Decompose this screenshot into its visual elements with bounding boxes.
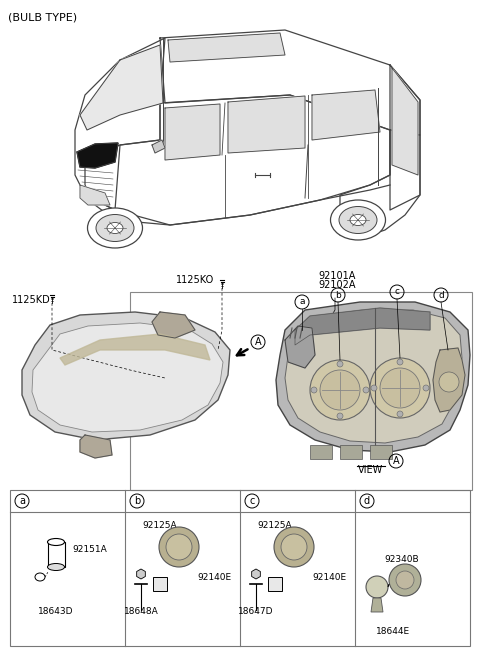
Polygon shape <box>48 542 65 567</box>
Bar <box>153 577 167 591</box>
Polygon shape <box>390 65 420 210</box>
Ellipse shape <box>339 207 377 234</box>
Text: b: b <box>335 291 341 300</box>
Circle shape <box>366 576 388 598</box>
Polygon shape <box>285 310 462 443</box>
Text: 18644E: 18644E <box>376 628 410 636</box>
Circle shape <box>310 360 370 420</box>
Polygon shape <box>165 104 220 160</box>
Text: c: c <box>249 496 255 506</box>
Polygon shape <box>77 143 118 168</box>
Text: 1125KD: 1125KD <box>12 295 51 305</box>
Text: VIEW: VIEW <box>358 465 383 475</box>
Polygon shape <box>433 348 465 412</box>
Text: b: b <box>134 496 140 506</box>
Text: 92102A: 92102A <box>318 280 356 290</box>
Polygon shape <box>312 90 380 140</box>
Polygon shape <box>168 33 285 62</box>
Polygon shape <box>276 302 470 452</box>
Bar <box>310 445 332 459</box>
Polygon shape <box>80 185 110 205</box>
Polygon shape <box>392 68 418 175</box>
Text: 92101A: 92101A <box>318 271 355 281</box>
Ellipse shape <box>331 200 385 240</box>
Ellipse shape <box>48 564 64 571</box>
Circle shape <box>389 564 421 596</box>
Polygon shape <box>75 38 165 210</box>
Circle shape <box>320 370 360 410</box>
Circle shape <box>423 385 429 391</box>
Polygon shape <box>60 334 210 365</box>
Polygon shape <box>137 569 145 579</box>
Text: 92125A: 92125A <box>143 520 177 529</box>
Ellipse shape <box>96 215 134 241</box>
Text: 92140E: 92140E <box>197 573 231 581</box>
Ellipse shape <box>48 539 64 546</box>
Polygon shape <box>85 95 390 225</box>
Bar <box>340 445 362 459</box>
Ellipse shape <box>35 573 45 581</box>
Circle shape <box>370 358 430 418</box>
Text: d: d <box>438 291 444 300</box>
Polygon shape <box>152 312 195 338</box>
Text: 92340B: 92340B <box>384 556 420 565</box>
Text: 1125KO: 1125KO <box>176 275 214 285</box>
Polygon shape <box>295 308 430 345</box>
Text: A: A <box>393 456 399 466</box>
Polygon shape <box>22 312 230 440</box>
Polygon shape <box>32 323 223 432</box>
Text: 92140E: 92140E <box>312 573 346 581</box>
Ellipse shape <box>87 208 143 248</box>
Polygon shape <box>80 45 163 130</box>
Text: (BULB TYPE): (BULB TYPE) <box>8 13 77 23</box>
Circle shape <box>439 372 459 392</box>
Polygon shape <box>152 140 165 153</box>
Circle shape <box>397 411 403 417</box>
Ellipse shape <box>350 215 366 226</box>
Polygon shape <box>228 96 305 153</box>
Bar <box>268 577 282 591</box>
Text: 18648A: 18648A <box>124 607 158 617</box>
Circle shape <box>159 527 199 567</box>
Text: 18647D: 18647D <box>238 607 274 617</box>
Polygon shape <box>252 569 260 579</box>
Text: d: d <box>364 496 370 506</box>
Ellipse shape <box>107 222 123 234</box>
Circle shape <box>371 385 377 391</box>
Polygon shape <box>160 30 420 135</box>
Text: a: a <box>299 298 305 306</box>
Circle shape <box>380 368 420 408</box>
Text: c: c <box>395 287 399 297</box>
Circle shape <box>337 413 343 419</box>
Circle shape <box>337 361 343 367</box>
Circle shape <box>363 387 369 393</box>
Text: 92125A: 92125A <box>258 520 292 529</box>
Polygon shape <box>340 130 420 235</box>
Polygon shape <box>80 435 112 458</box>
Circle shape <box>274 527 314 567</box>
Polygon shape <box>285 326 315 368</box>
Circle shape <box>397 359 403 365</box>
Circle shape <box>396 571 414 589</box>
Circle shape <box>311 387 317 393</box>
Text: A: A <box>255 337 261 347</box>
Circle shape <box>166 534 192 560</box>
Text: a: a <box>19 496 25 506</box>
Polygon shape <box>371 598 383 612</box>
Text: 92151A: 92151A <box>72 546 107 554</box>
Bar <box>10 490 470 646</box>
Bar <box>370 445 392 459</box>
Circle shape <box>281 534 307 560</box>
Text: 18643D: 18643D <box>38 607 74 617</box>
